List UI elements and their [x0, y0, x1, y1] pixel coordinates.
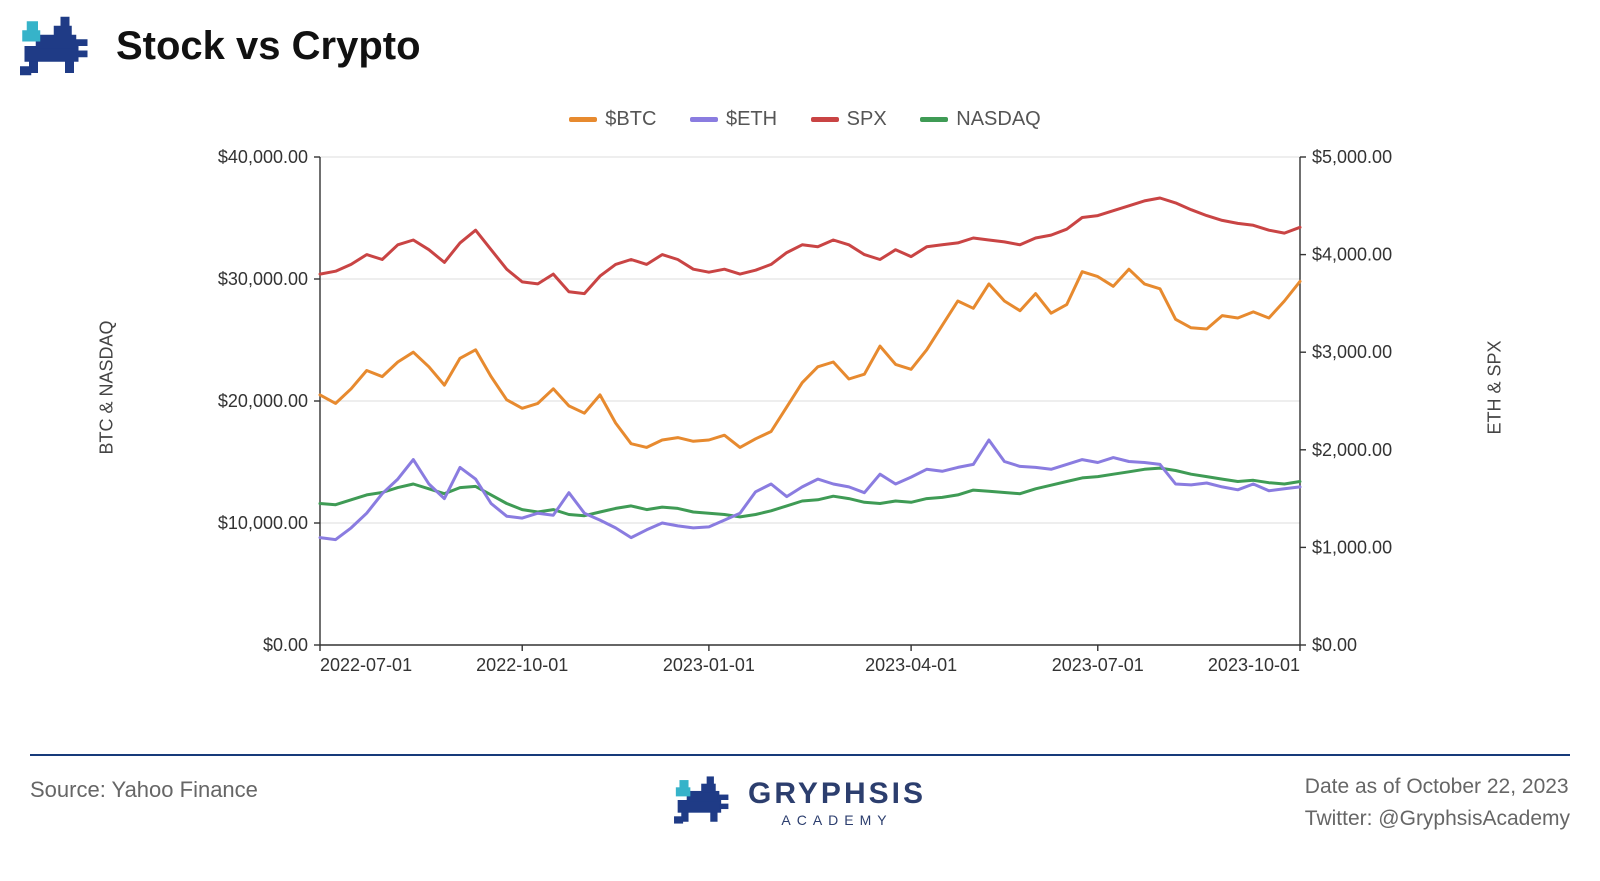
- brand-name: GRYPHSIS: [748, 779, 926, 809]
- legend-label: $BTC: [605, 108, 656, 131]
- svg-text:2023-01-01: 2023-01-01: [663, 655, 755, 675]
- svg-text:2022-07-01: 2022-07-01: [320, 655, 412, 675]
- plot-area: BTC & NASDAQ ETH & SPX $0.00$10,000.00$2…: [190, 147, 1420, 705]
- svg-text:2022-10-01: 2022-10-01: [476, 655, 568, 675]
- footer-date: Date as of October 22, 2023: [1305, 775, 1570, 799]
- page-title: Stock vs Crypto: [116, 24, 421, 69]
- page: Stock vs Crypto $BTC $ETH SPX NASDAQ BTC…: [0, 0, 1600, 881]
- legend-swatch: [811, 117, 839, 122]
- series-eth: [320, 440, 1300, 540]
- svg-text:$1,000.00: $1,000.00: [1312, 537, 1392, 557]
- plot-svg: $0.00 $10,000.00 $20,000.00 $30,000.00 $40,0…: [190, 147, 1420, 705]
- svg-text:$3,000.00: $3,000.00: [1312, 342, 1392, 362]
- svg-text:$5,000.00: $5,000.00: [1312, 147, 1392, 167]
- svg-text:$10,000.00: $10,000.00: [218, 513, 308, 533]
- series-btc: [320, 269, 1300, 447]
- gryphsis-logo-icon: [20, 10, 92, 82]
- y-left-axis-title: BTC & NASDAQ: [97, 320, 118, 454]
- y-right-axis-title: ETH & SPX: [1484, 340, 1505, 434]
- legend-item-eth: $ETH: [690, 108, 777, 131]
- legend-swatch: [920, 117, 948, 122]
- svg-text:$0.00: $0.00: [1312, 635, 1357, 655]
- brand-subtitle: ACADEMY: [748, 813, 926, 827]
- svg-text:$0.00: $0.00: [263, 635, 308, 655]
- svg-text:$2,000.00: $2,000.00: [1312, 440, 1392, 460]
- footer-meta: Date as of October 22, 2023 Twitter: @Gr…: [1305, 775, 1570, 839]
- svg-text:$20,000.00: $20,000.00: [218, 391, 308, 411]
- legend-label: NASDAQ: [956, 108, 1040, 131]
- svg-text:2023-10-01: 2023-10-01: [1208, 655, 1300, 675]
- series-nasdaq: [320, 468, 1300, 517]
- legend-item-spx: SPX: [811, 108, 887, 131]
- brand-block: GRYPHSIS ACADEMY: [674, 771, 926, 834]
- svg-text:2023-07-01: 2023-07-01: [1052, 655, 1144, 675]
- legend-item-btc: $BTC: [569, 108, 656, 131]
- legend-swatch: [569, 117, 597, 122]
- svg-text:$30,000.00: $30,000.00: [218, 269, 308, 289]
- brand-text: GRYPHSIS ACADEMY: [748, 779, 926, 827]
- svg-text:$40,000.00: $40,000.00: [218, 147, 308, 167]
- legend-swatch: [690, 117, 718, 122]
- footer-separator: [30, 754, 1570, 756]
- legend-item-nasdaq: NASDAQ: [920, 108, 1040, 131]
- source-label: Source: Yahoo Finance: [30, 777, 258, 803]
- footer-twitter: Twitter: @GryphsisAcademy: [1305, 807, 1570, 831]
- legend-label: SPX: [847, 108, 887, 131]
- header: Stock vs Crypto: [20, 10, 421, 82]
- svg-text:$4,000.00: $4,000.00: [1312, 245, 1392, 265]
- chart: $BTC $ETH SPX NASDAQ BTC & NASDAQ ETH & …: [190, 105, 1420, 705]
- chart-legend: $BTC $ETH SPX NASDAQ: [190, 105, 1420, 131]
- svg-text:2023-04-01: 2023-04-01: [865, 655, 957, 675]
- legend-label: $ETH: [726, 108, 777, 131]
- footer: Source: Yahoo Finance GRYPHSIS ACADEMY D…: [30, 771, 1570, 861]
- gryphsis-logo-icon: [674, 771, 732, 834]
